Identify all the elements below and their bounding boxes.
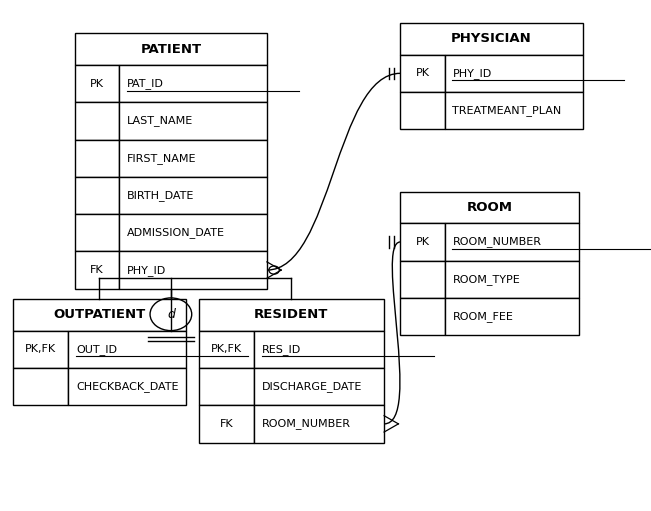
Text: PK: PK	[415, 68, 430, 78]
Bar	[75, 33, 267, 65]
Text: DISCHARGE_DATE: DISCHARGE_DATE	[262, 381, 362, 392]
Bar	[75, 177, 119, 214]
Text: PAT_ID: PAT_ID	[127, 78, 164, 89]
Text: RES_ID: RES_ID	[262, 344, 301, 355]
Text: ROOM_NUMBER: ROOM_NUMBER	[452, 237, 542, 247]
Text: PHY_ID: PHY_ID	[127, 265, 166, 275]
Text: PATIENT: PATIENT	[141, 42, 201, 56]
Bar	[119, 140, 267, 177]
Bar	[119, 102, 267, 140]
Text: FK: FK	[90, 265, 104, 275]
Bar	[400, 55, 445, 92]
Text: PK,FK: PK,FK	[211, 344, 242, 354]
Bar	[75, 140, 119, 177]
Bar	[400, 261, 445, 298]
Text: CHECKBACK_DATE: CHECKBACK_DATE	[76, 381, 178, 392]
Text: ROOM_NUMBER: ROOM_NUMBER	[262, 419, 351, 429]
Bar	[445, 92, 583, 129]
Bar	[254, 331, 384, 368]
Text: PK,FK: PK,FK	[25, 344, 56, 354]
Text: PK: PK	[415, 237, 430, 247]
Text: ROOM_TYPE: ROOM_TYPE	[452, 274, 520, 285]
Bar	[445, 298, 579, 335]
Bar	[75, 65, 119, 102]
Text: PK: PK	[90, 79, 104, 88]
Bar	[254, 405, 384, 443]
Bar	[445, 223, 579, 261]
Text: BIRTH_DATE: BIRTH_DATE	[127, 190, 194, 201]
Bar	[68, 331, 186, 368]
Bar	[75, 214, 119, 251]
Bar	[75, 102, 119, 140]
Bar	[400, 92, 445, 129]
Text: TREATMEANT_PLAN: TREATMEANT_PLAN	[452, 105, 562, 116]
Bar	[400, 298, 445, 335]
Text: OUT_ID: OUT_ID	[76, 344, 117, 355]
Text: d: d	[167, 308, 175, 321]
Bar	[75, 251, 119, 289]
Bar	[119, 214, 267, 251]
Text: PHYSICIAN: PHYSICIAN	[451, 32, 532, 45]
Text: LAST_NAME: LAST_NAME	[127, 115, 193, 126]
Bar	[119, 177, 267, 214]
Bar	[13, 299, 186, 331]
Bar	[400, 192, 579, 223]
Text: OUTPATIENT: OUTPATIENT	[53, 308, 145, 321]
Bar	[68, 368, 186, 405]
Text: ROOM_FEE: ROOM_FEE	[452, 311, 514, 322]
Bar	[13, 331, 68, 368]
Bar	[199, 368, 254, 405]
Bar	[445, 261, 579, 298]
Bar	[119, 251, 267, 289]
Bar	[199, 405, 254, 443]
Bar	[199, 299, 384, 331]
Text: PHY_ID: PHY_ID	[452, 68, 492, 79]
Text: ROOM: ROOM	[467, 201, 513, 214]
Bar	[400, 23, 583, 55]
Text: ADMISSION_DATE: ADMISSION_DATE	[127, 227, 225, 238]
Text: FK: FK	[219, 419, 233, 429]
Bar	[445, 55, 583, 92]
Text: FIRST_NAME: FIRST_NAME	[127, 153, 197, 164]
Bar	[119, 65, 267, 102]
Bar	[199, 331, 254, 368]
Bar	[400, 223, 445, 261]
Bar	[13, 368, 68, 405]
Text: RESIDENT: RESIDENT	[254, 308, 329, 321]
Bar	[254, 368, 384, 405]
